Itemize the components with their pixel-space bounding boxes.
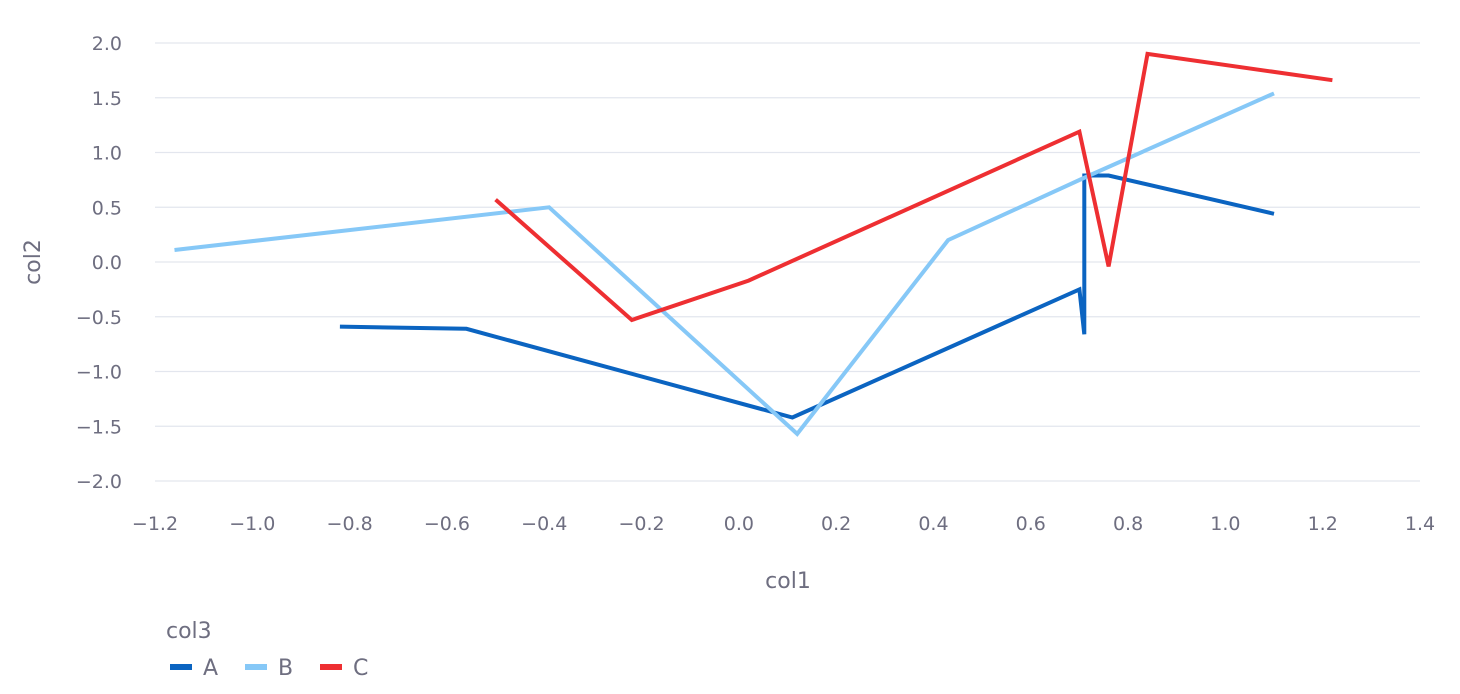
x-tick-label: −0.8 — [327, 513, 373, 535]
x-tick-label: −1.2 — [132, 513, 178, 535]
legend: col3 A B C — [166, 619, 368, 681]
x-tick-label: −0.4 — [521, 513, 567, 535]
legend-title: col3 — [166, 619, 212, 644]
y-axis-title: col2 — [21, 239, 46, 285]
legend-items: A B C — [170, 656, 368, 681]
y-axis-ticks: −2.0 −1.5 −1.0 −0.5 0.0 0.5 1.0 1.5 2.0 — [76, 33, 122, 493]
y-tick-label: −2.0 — [76, 471, 122, 493]
legend-label-b: B — [278, 656, 293, 681]
series-line-c — [494, 51, 1333, 323]
x-tick-label: −0.2 — [618, 513, 664, 535]
series-line-b — [174, 91, 1275, 437]
x-tick-label: 0.2 — [821, 513, 851, 535]
x-tick-label: 1.4 — [1405, 513, 1435, 535]
y-tick-label: 1.5 — [92, 88, 122, 110]
y-tick-label: 0.5 — [92, 197, 122, 219]
x-axis-title: col1 — [765, 569, 811, 594]
x-tick-label: −1.0 — [229, 513, 275, 535]
y-tick-label: 2.0 — [92, 33, 122, 55]
y-tick-label: −1.5 — [76, 416, 122, 438]
x-tick-label: 0.6 — [1016, 513, 1046, 535]
legend-swatch-b — [245, 664, 267, 670]
x-tick-label: 1.2 — [1308, 513, 1338, 535]
series-lines — [174, 51, 1333, 437]
x-tick-label: 0.4 — [918, 513, 948, 535]
legend-swatch-c — [320, 664, 342, 670]
y-tick-label: −0.5 — [76, 307, 122, 329]
x-tick-label: 0.0 — [724, 513, 754, 535]
y-tick-label: 0.0 — [92, 252, 122, 274]
x-tick-label: 1.0 — [1210, 513, 1240, 535]
legend-label-a: A — [203, 656, 218, 681]
x-tick-label: 0.8 — [1113, 513, 1143, 535]
legend-label-c: C — [353, 656, 368, 681]
y-tick-label: −1.0 — [76, 362, 122, 384]
legend-swatch-a — [170, 664, 192, 670]
x-tick-label: −0.6 — [424, 513, 470, 535]
series-line-a — [339, 173, 1275, 420]
x-axis-ticks: −1.2 −1.0 −0.8 −0.6 −0.4 −0.2 0.0 0.2 0.4 0.6 0.8 1… — [132, 513, 1435, 535]
y-tick-label: 1.0 — [92, 143, 122, 165]
